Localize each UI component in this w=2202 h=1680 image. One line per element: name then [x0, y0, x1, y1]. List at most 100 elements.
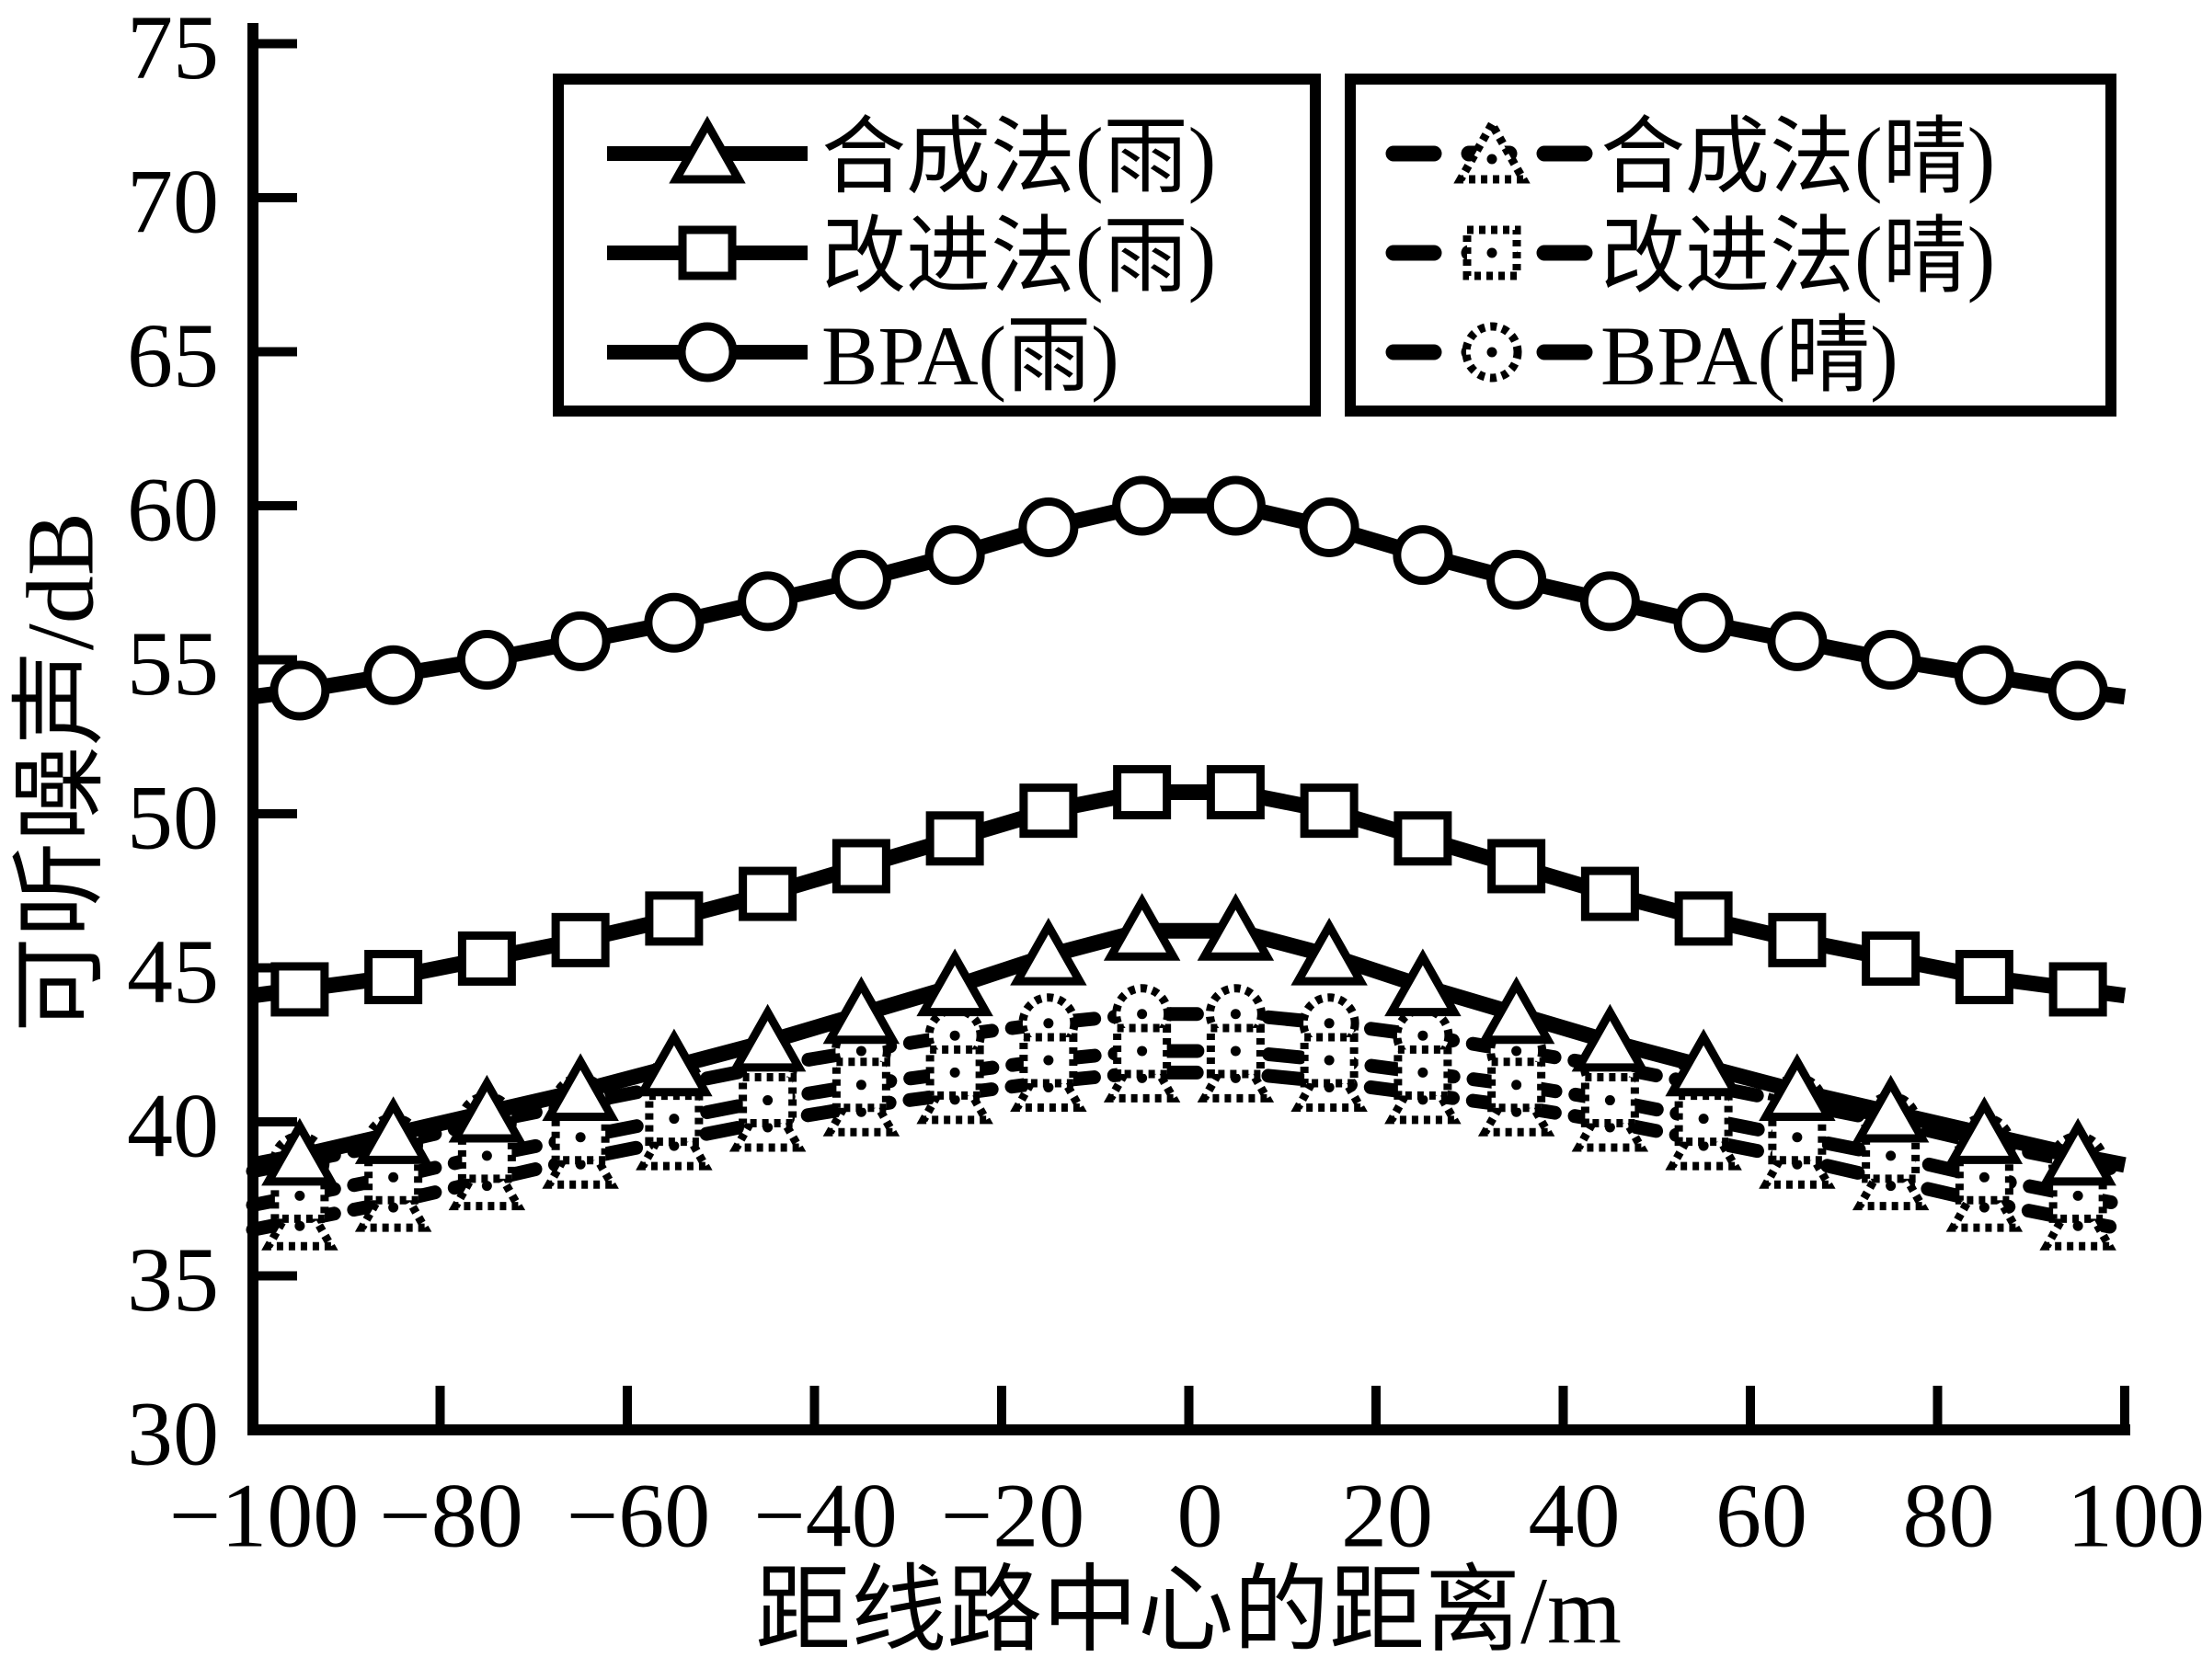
marker-center-dot	[1417, 1030, 1428, 1041]
legend-label: 改进法(晴)	[1600, 210, 1995, 303]
marker-center-dot	[481, 1150, 492, 1161]
marker-square	[1674, 891, 1733, 946]
marker-circle	[831, 549, 891, 610]
series-improved-clear	[246, 1023, 2132, 1223]
marker-triangle	[1197, 893, 1275, 961]
marker-center-dot	[1511, 1046, 1522, 1057]
marker-square	[1113, 765, 1172, 820]
marker-center-dot	[1792, 1132, 1803, 1143]
marker-triangle	[916, 948, 993, 1017]
marker-square-dashed	[925, 1045, 984, 1100]
legend-marker-triangle	[669, 115, 746, 184]
marker-circle	[1673, 592, 1734, 653]
x-tick-label: 0	[1177, 1465, 1223, 1567]
marker-circle	[1861, 630, 1921, 690]
x-tick-label: 40	[1529, 1465, 1621, 1567]
legend-label: 合成法(晴)	[1600, 110, 1995, 204]
marker-center-dot	[1978, 1171, 1990, 1183]
marker-center-dot	[1698, 1114, 1709, 1125]
marker-circle	[1954, 645, 2014, 705]
marker-square	[270, 962, 329, 1017]
marker-square	[457, 931, 516, 986]
marker-center-dot	[1137, 1009, 1148, 1020]
marker-square	[1393, 811, 1452, 866]
marker-triangle	[448, 1074, 526, 1143]
marker-triangle	[1852, 1074, 1930, 1143]
legend-box-clear: 合成法(晴)改进法(晴)BPA(晴)	[1345, 74, 2116, 417]
marker-center-dot	[2072, 1190, 2083, 1201]
marker-center-dot	[1324, 1055, 1335, 1066]
legend-box-rain: 合成法(雨)改进法(雨)BPA(雨)	[553, 74, 1321, 417]
marker-circle	[1299, 497, 1359, 557]
marker-circle	[1018, 497, 1079, 557]
marker-triangle	[1945, 1096, 2024, 1164]
series-improved-clear-line	[246, 1044, 2132, 1212]
marker-center-dot	[1486, 154, 1497, 165]
series-improved-rain-line	[251, 784, 2127, 1004]
marker-triangle	[1010, 917, 1087, 986]
marker-circle	[1112, 475, 1173, 536]
marker-square-dashed	[739, 1073, 797, 1128]
marker-circle	[456, 630, 517, 690]
marker-center-dot	[1486, 247, 1497, 258]
marker-center-dot	[949, 1067, 960, 1078]
marker-center-dot	[1043, 1055, 1054, 1066]
series-synthesis-rain-line	[251, 922, 2127, 1173]
marker-circle	[1486, 549, 1547, 610]
marker-circle	[1205, 475, 1266, 536]
marker-circle	[363, 645, 424, 705]
marker-triangle	[1571, 1003, 1649, 1072]
y-tick-label: 35	[127, 1229, 219, 1331]
marker-square	[1768, 912, 1827, 967]
marker-circle	[924, 525, 985, 586]
y-tick-label: 40	[127, 1075, 219, 1177]
marker-square	[1206, 765, 1265, 820]
marker-center-dot	[1978, 1202, 1990, 1213]
marker-center-dot	[1417, 1067, 1428, 1078]
axes: −100 −80 −60 −40 −20 0 20 40 60 80 100 30 35 40 45 50 55…	[8, 0, 2202, 1664]
y-tick-label: 45	[127, 920, 219, 1023]
series-improved-rain	[251, 765, 2127, 1017]
x-tick-label: −40	[753, 1465, 897, 1567]
x-tick-label: −100	[169, 1465, 359, 1567]
marker-triangle	[354, 1096, 432, 1164]
marker-triangle	[822, 976, 900, 1045]
series-synthesis-clear-line	[246, 1065, 2132, 1237]
marker-square-dashed	[645, 1091, 704, 1147]
series-bpa-rain	[251, 475, 2127, 721]
legend-marker-circle	[677, 322, 738, 383]
series-bpa-clear-line	[246, 1007, 2132, 1179]
series-synthesis-rain	[251, 893, 2127, 1186]
marker-center-dot	[575, 1132, 586, 1143]
marker-square	[1300, 783, 1359, 839]
y-tick-label: 75	[127, 0, 219, 98]
series-bpa-rain-line	[251, 497, 2127, 705]
marker-triangle	[542, 1053, 619, 1121]
marker-center-dot	[1324, 1018, 1335, 1029]
marker-center-dot	[1511, 1080, 1522, 1091]
marker-triangle	[1103, 893, 1181, 961]
y-tick-label: 30	[127, 1383, 219, 1485]
marker-square	[1487, 839, 1546, 894]
y-tick-label: 55	[127, 612, 219, 714]
marker-center-dot	[1230, 1009, 1241, 1020]
legend-marker-triangle	[1453, 115, 1531, 184]
marker-center-dot	[294, 1220, 305, 1231]
marker-triangle	[261, 1117, 338, 1186]
marker-circle	[2047, 660, 2108, 721]
marker-center-dot	[1230, 1046, 1241, 1057]
marker-square	[1955, 950, 2013, 1005]
marker-square	[1580, 866, 1639, 921]
x-tick-label: 60	[1715, 1465, 1807, 1567]
x-tick-label: −20	[941, 1465, 1084, 1567]
marker-square	[739, 866, 797, 921]
y-tick-label: 60	[127, 459, 219, 561]
marker-square	[2048, 962, 2107, 1017]
marker-circle	[550, 611, 611, 671]
marker-center-dot	[1486, 347, 1497, 358]
marker-triangle	[636, 1028, 713, 1097]
series-bpa-clear	[246, 984, 2132, 1193]
x-axis-title: 距线路中心的距离/m	[755, 1559, 1622, 1664]
marker-square	[1862, 931, 1921, 986]
